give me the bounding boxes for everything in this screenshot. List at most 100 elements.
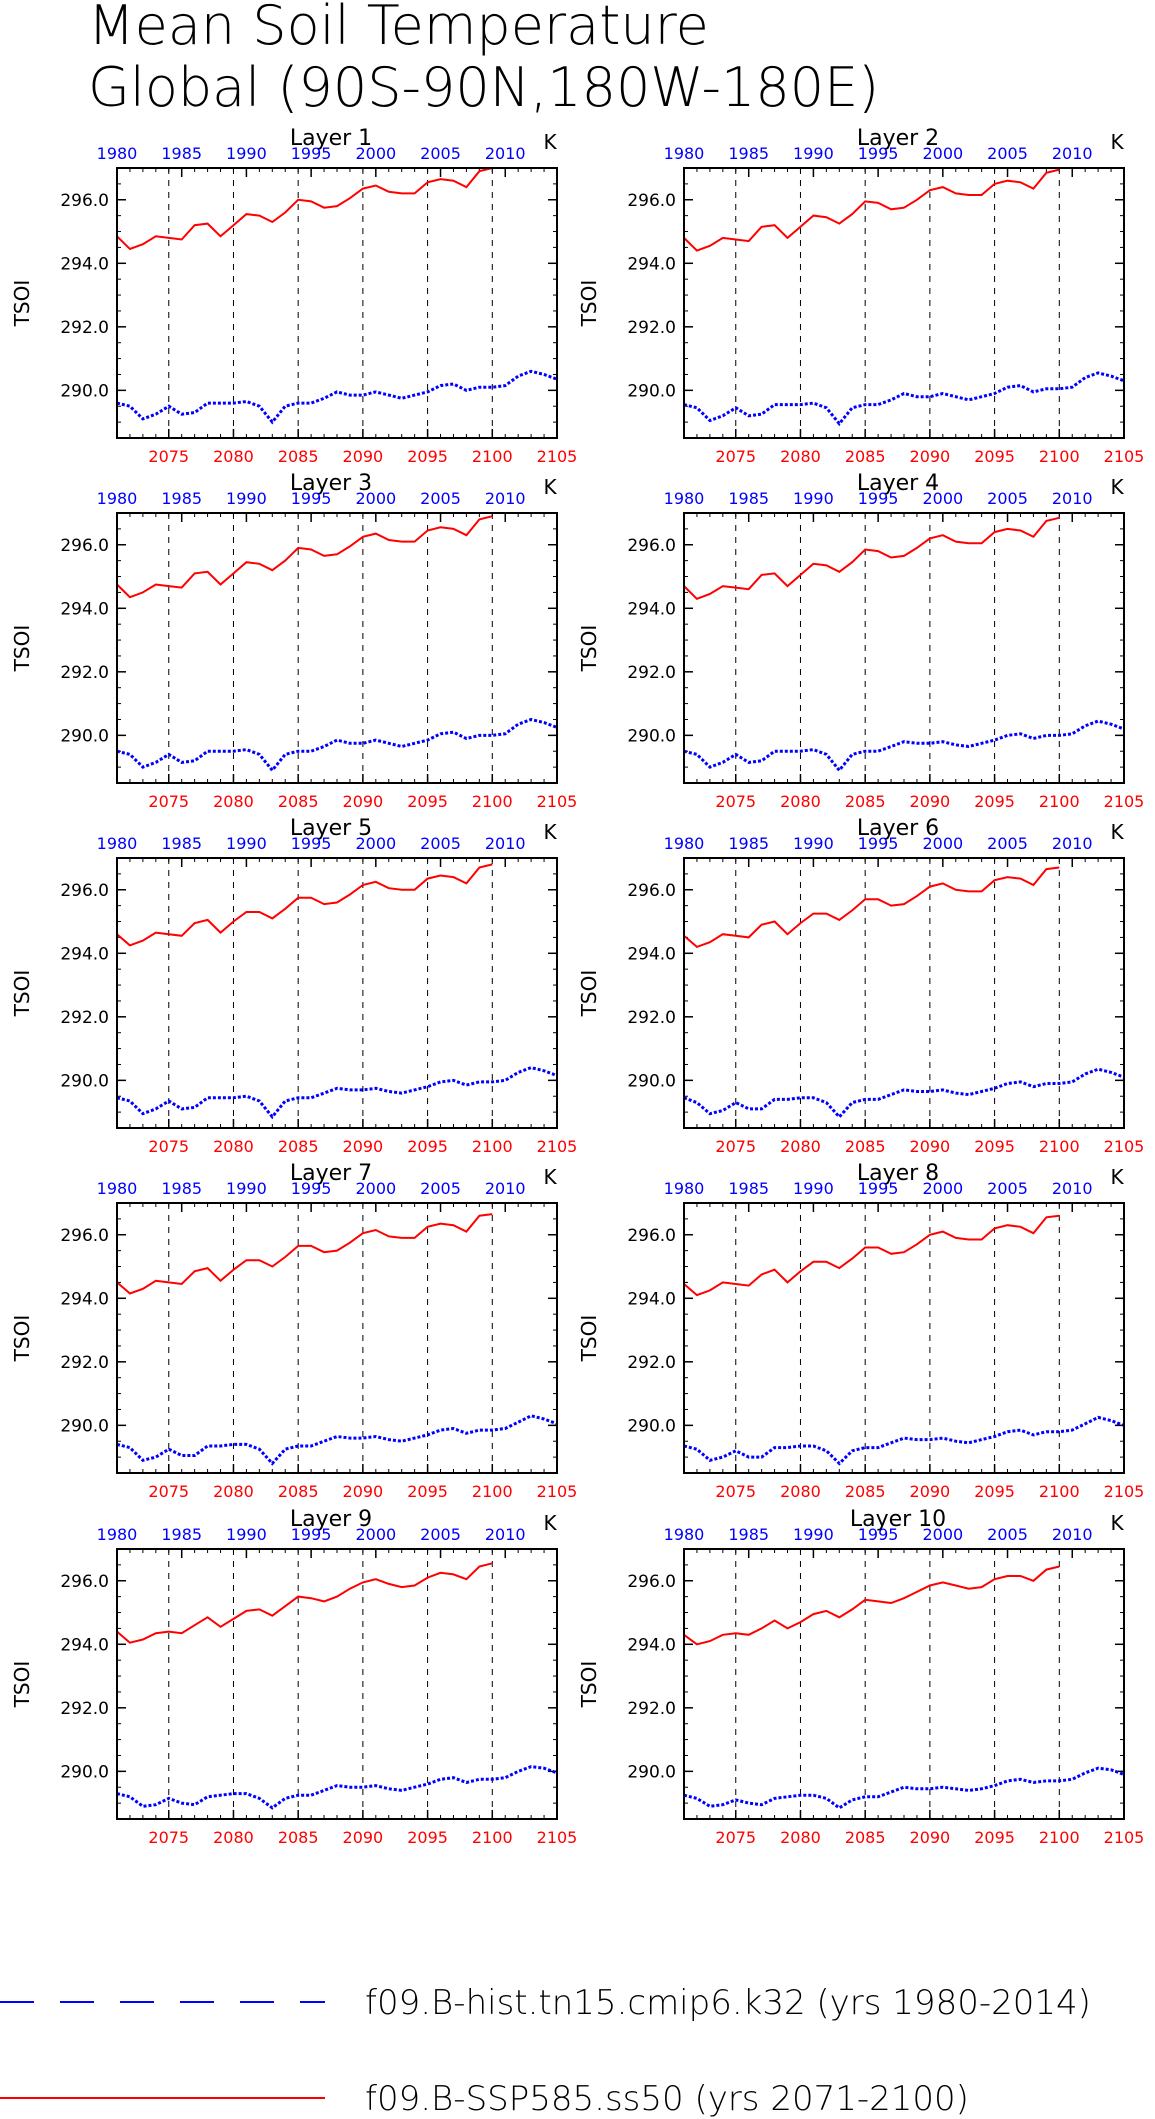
y-tick-label: 290.0 [627,1762,676,1782]
x-top-tick-label: 1980 [664,1525,705,1544]
x-top-tick-label: 2010 [1052,1179,1093,1198]
x-bottom-tick-label: 2080 [780,1482,821,1501]
series-line-ssp585 [116,863,493,947]
y-tick-label: 292.0 [60,1353,109,1373]
y-tick-label: 292.0 [60,1699,109,1719]
x-bottom-tick-label: 2075 [715,1137,756,1156]
x-top-tick-label: 1990 [793,144,834,163]
x-bottom-tick-label: 2075 [715,1828,756,1847]
x-top-tick-label: 1985 [161,834,202,853]
panel-title: Layer 9 [290,1507,372,1532]
panel-title: Layer 7 [290,1161,372,1186]
x-bottom-tick-label: 2095 [974,1137,1015,1156]
x-bottom-tick-label: 2075 [148,1137,189,1156]
x-bottom-tick-label: 2085 [845,792,886,811]
y-tick-label: 294.0 [627,254,676,274]
x-top-tick-label: 2010 [485,1179,526,1198]
y-tick-label: 296.0 [60,881,109,901]
unit-label: K [543,1511,557,1535]
y-tick-label: 290.0 [60,1416,109,1436]
y-tick-label: 294.0 [627,944,676,964]
y-tick-label: 292.0 [627,1353,676,1373]
x-bottom-tick-label: 2100 [1039,1137,1080,1156]
x-bottom-tick-label: 2075 [715,1482,756,1501]
x-top-tick-label: 1995 [858,489,899,508]
series-line-hist [683,371,1125,427]
x-top-tick-label: 2000 [922,1179,963,1198]
unit-label: K [1110,475,1124,499]
x-bottom-tick-label: 2105 [1104,792,1145,811]
unit-label: K [543,475,557,499]
plot-frame [683,512,1125,784]
y-tick-label: 290.0 [627,1071,676,1091]
series-line-hist [116,369,558,425]
x-bottom-tick-label: 2075 [148,1828,189,1847]
x-top-tick-label: 1990 [793,489,834,508]
y-tick-label: 296.0 [60,1572,109,1592]
series-line-ssp585 [683,516,1060,600]
y-axis-label: TSOI [10,1661,34,1709]
x-top-tick-label: 1990 [226,144,267,163]
chart-panel: Layer 7 K TSOI 290.0 292.0 294.0 296.0 2075 2080… [10,1161,577,1501]
x-top-tick-label: 2010 [485,1525,526,1544]
x-bottom-tick-label: 2090 [910,1482,951,1501]
unit-label: K [543,820,557,844]
y-tick-label: 290.0 [627,1416,676,1436]
x-top-tick-label: 1995 [291,834,332,853]
y-tick-label: 296.0 [60,536,109,556]
x-bottom-tick-label: 2090 [343,447,384,466]
chart-panel: Layer 9 K TSOI 290.0 292.0 294.0 296.0 2075 2080… [10,1507,577,1847]
x-bottom-tick-label: 2080 [213,1828,254,1847]
plot-frame [683,1202,1125,1474]
x-top-tick-label: 2010 [1052,144,1093,163]
x-bottom-tick-label: 2090 [343,792,384,811]
x-top-tick-label: 1980 [664,489,705,508]
y-axis-label: TSOI [10,280,34,328]
y-tick-label: 290.0 [60,1762,109,1782]
legend: f09.B-hist.tn15.cmip6.k32 (yrs 1980-2014… [0,1983,1091,2119]
figure-title-line-1: Mean Soil Temperature [88,0,709,57]
unit-label: K [543,1165,557,1189]
plot-frame [683,857,1125,1129]
x-top-tick-label: 1990 [793,834,834,853]
x-top-tick-label: 1990 [793,1179,834,1198]
legend-label-hist: f09.B-hist.tn15.cmip6.k32 (yrs 1980-2014… [365,1983,1091,2023]
x-top-tick-label: 2000 [922,489,963,508]
x-top-tick-label: 1990 [226,834,267,853]
chart-panel: Layer 5 K TSOI 290.0 292.0 294.0 296.0 2075 2080… [10,816,577,1156]
series-line-hist [116,1414,558,1466]
x-top-tick-label: 1980 [664,144,705,163]
x-bottom-tick-label: 2100 [472,792,513,811]
x-bottom-tick-label: 2105 [537,1482,578,1501]
y-tick-label: 296.0 [627,1226,676,1246]
series-line-ssp585 [683,168,1060,252]
x-bottom-tick-label: 2100 [1039,1482,1080,1501]
series-line-ssp585 [116,167,493,251]
x-bottom-tick-label: 2075 [148,1482,189,1501]
x-top-tick-label: 2010 [1052,489,1093,508]
x-bottom-tick-label: 2100 [1039,1828,1080,1847]
x-top-tick-label: 2005 [987,834,1028,853]
x-top-tick-label: 1985 [728,834,769,853]
x-bottom-tick-label: 2090 [910,792,951,811]
panel-title: Layer 4 [857,471,939,496]
chart-panel: Layer 6 K TSOI 290.0 292.0 294.0 296.0 2075 2080… [577,816,1144,1156]
x-top-tick-label: 2000 [922,834,963,853]
y-tick-label: 292.0 [60,1008,109,1028]
y-tick-label: 290.0 [60,1071,109,1091]
x-top-tick-label: 1980 [97,144,138,163]
x-bottom-tick-label: 2095 [974,1828,1015,1847]
x-top-tick-label: 2010 [485,834,526,853]
x-top-tick-label: 2000 [922,144,963,163]
y-tick-label: 292.0 [627,663,676,683]
y-tick-label: 294.0 [627,1289,676,1309]
x-bottom-tick-label: 2105 [1104,447,1145,466]
x-top-tick-label: 2000 [355,144,396,163]
x-bottom-tick-label: 2090 [910,1137,951,1156]
x-top-tick-label: 2000 [355,489,396,508]
y-axis-label: TSOI [577,1315,601,1363]
y-tick-label: 292.0 [627,1699,676,1719]
y-tick-label: 292.0 [60,663,109,683]
y-tick-label: 294.0 [60,599,109,619]
x-top-tick-label: 1995 [858,1179,899,1198]
